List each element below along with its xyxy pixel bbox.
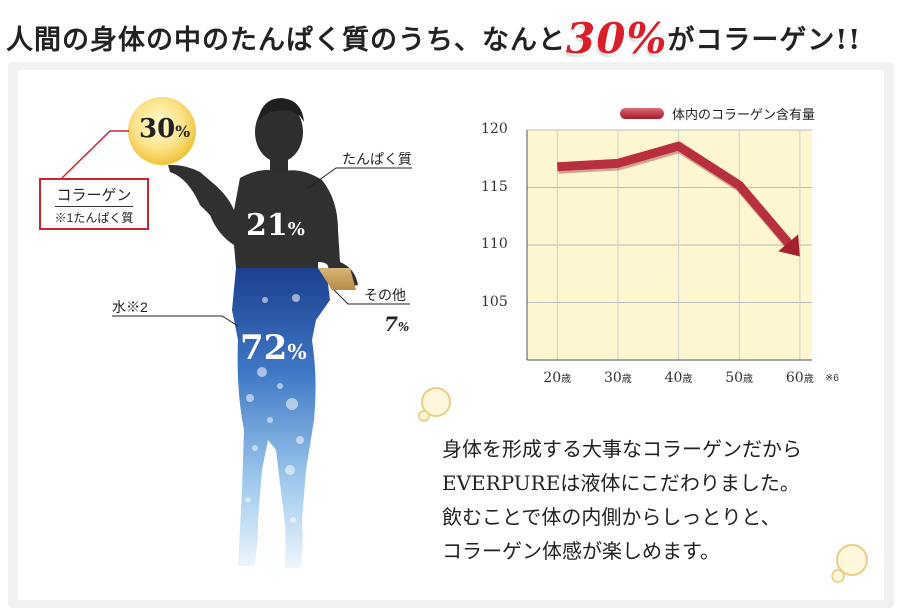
collagen-badge [128, 97, 196, 165]
figure-protein-region [168, 164, 358, 290]
x-tick-label-30: 30歳 [603, 370, 632, 386]
headline-highlight: 30% [566, 14, 668, 63]
headline-prefix: 人間の身体の中のたんぱく質のうち、なんと [6, 25, 566, 56]
series-arrow-head [778, 234, 800, 257]
legend-label: 体内のコラーゲン含有量 [672, 107, 816, 122]
water-bubbles [245, 294, 304, 523]
other-value: 7% [384, 312, 410, 336]
description-line-4: コラーゲン体感が楽しめます。 [442, 539, 720, 563]
y-tick-label-110: 110 [481, 236, 508, 252]
figure-other-region [318, 268, 356, 290]
collagen-box: コラーゲン ※1たんぱく質 [39, 178, 149, 230]
water-value: 72% [240, 328, 307, 368]
x-tick-label-60: 60歳 [785, 370, 814, 386]
headline-text: 人間の身体の中のたんぱく質のうち、なんと30%がコラーゲン!! [6, 14, 861, 63]
x-tick-label-50: 50歳 [725, 370, 754, 386]
description-line-3: 飲むことで体の内側からしっとりと、 [442, 505, 781, 529]
other-leader-line [333, 289, 410, 305]
x-tick-label-40: 40歳 [664, 370, 693, 386]
figure-head [255, 98, 304, 175]
figure-water-region [232, 268, 330, 568]
collagen-box-top: コラーゲン [55, 184, 133, 207]
collagen-badge-value: 30% [139, 114, 191, 144]
water-leader-line [112, 315, 239, 327]
y-tick-label-105: 105 [481, 293, 508, 310]
description-line-2: EVERPUREは液体にこだわりました。 [442, 471, 800, 495]
other-label: その他 [364, 287, 406, 303]
water-label: 水※2 [112, 299, 148, 315]
description-line-1: 身体を形成する大事なコラーゲンだから [442, 437, 802, 461]
protein-leader-line [307, 167, 412, 189]
protein-value: 21% [246, 208, 305, 243]
headline: 人間の身体の中のたんぱく質のうち、なんと30%がコラーゲン!! [0, 0, 900, 63]
legend-swatch [620, 108, 664, 119]
headline-suffix: がコラーゲン!! [667, 25, 862, 56]
protein-label: たんぱく質 [342, 151, 412, 167]
x-tick-label-20: 20歳 [543, 370, 572, 386]
y-tick-label-115: 115 [481, 178, 508, 195]
decorative-bubbles [418, 387, 868, 583]
x-axis-note: ※6 [825, 373, 839, 384]
y-tick-label-120: 120 [481, 121, 508, 137]
collagen-callout-line [61, 130, 129, 179]
collagen-box-bottom: ※1たんぱく質 [54, 211, 134, 225]
description: 身体を形成する大事なコラーゲンだから EVERPUREは液体にこだわりました。 … [442, 432, 802, 568]
